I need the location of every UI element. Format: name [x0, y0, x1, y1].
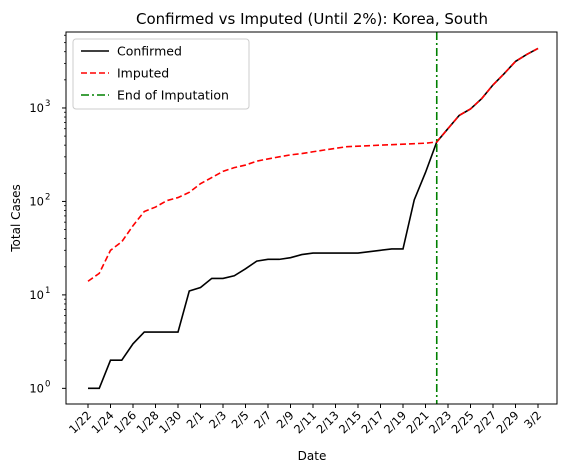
x-tick-label: 1/28	[133, 408, 161, 436]
series-line-imputed	[87, 47, 539, 282]
x-tick-label: 2/27	[471, 408, 499, 436]
x-axis-label: Date	[298, 449, 327, 463]
x-tick-label: 2/15	[336, 408, 364, 436]
legend-label: Confirmed	[117, 44, 182, 59]
x-tick-label: 2/21	[403, 408, 431, 436]
y-tick-label: 10	[29, 288, 44, 302]
x-tick-label: 2/19	[381, 408, 409, 436]
y-tick-exponent: 2	[45, 192, 50, 202]
x-tick-label: 2/7	[251, 408, 274, 431]
x-tick-label: 2/1	[184, 408, 207, 431]
x-tick-label: 1/30	[156, 408, 184, 436]
x-tick-label: 2/23	[426, 408, 454, 436]
legend-label: End of Imputation	[117, 88, 229, 103]
y-tick-label: 10	[29, 101, 44, 115]
x-tick-label: 2/25	[448, 408, 476, 436]
x-tick-label: 2/5	[229, 408, 252, 431]
y-tick-label: 10	[29, 381, 44, 395]
x-tick-label: 2/29	[493, 408, 521, 436]
x-tick-label: 1/26	[111, 408, 139, 436]
plot-frame	[65, 31, 558, 405]
x-tick-label: 2/3	[206, 408, 229, 431]
x-tick-label: 1/24	[88, 408, 116, 436]
legend: Confirmed Imputed End of Imputation	[72, 38, 250, 110]
y-tick-exponent: 0	[45, 379, 50, 389]
x-tick-label: 2/11	[291, 408, 319, 436]
x-tick-label: 3/2	[521, 408, 544, 431]
y-tick-label: 10	[29, 194, 44, 208]
x-tick-label: 1/22	[66, 408, 94, 436]
y-tick-exponent: 3	[45, 99, 50, 109]
y-tick-exponent: 1	[45, 286, 50, 296]
legend-label: Imputed	[117, 66, 169, 81]
x-tick-label: 2/13	[313, 408, 341, 436]
chart-title: Confirmed vs Imputed (Until 2%): Korea, …	[136, 10, 488, 28]
x-tick-label: 2/17	[358, 408, 386, 436]
y-axis-label: Total Cases	[9, 184, 23, 252]
legend-box	[72, 38, 250, 110]
series-lines	[87, 32, 539, 404]
